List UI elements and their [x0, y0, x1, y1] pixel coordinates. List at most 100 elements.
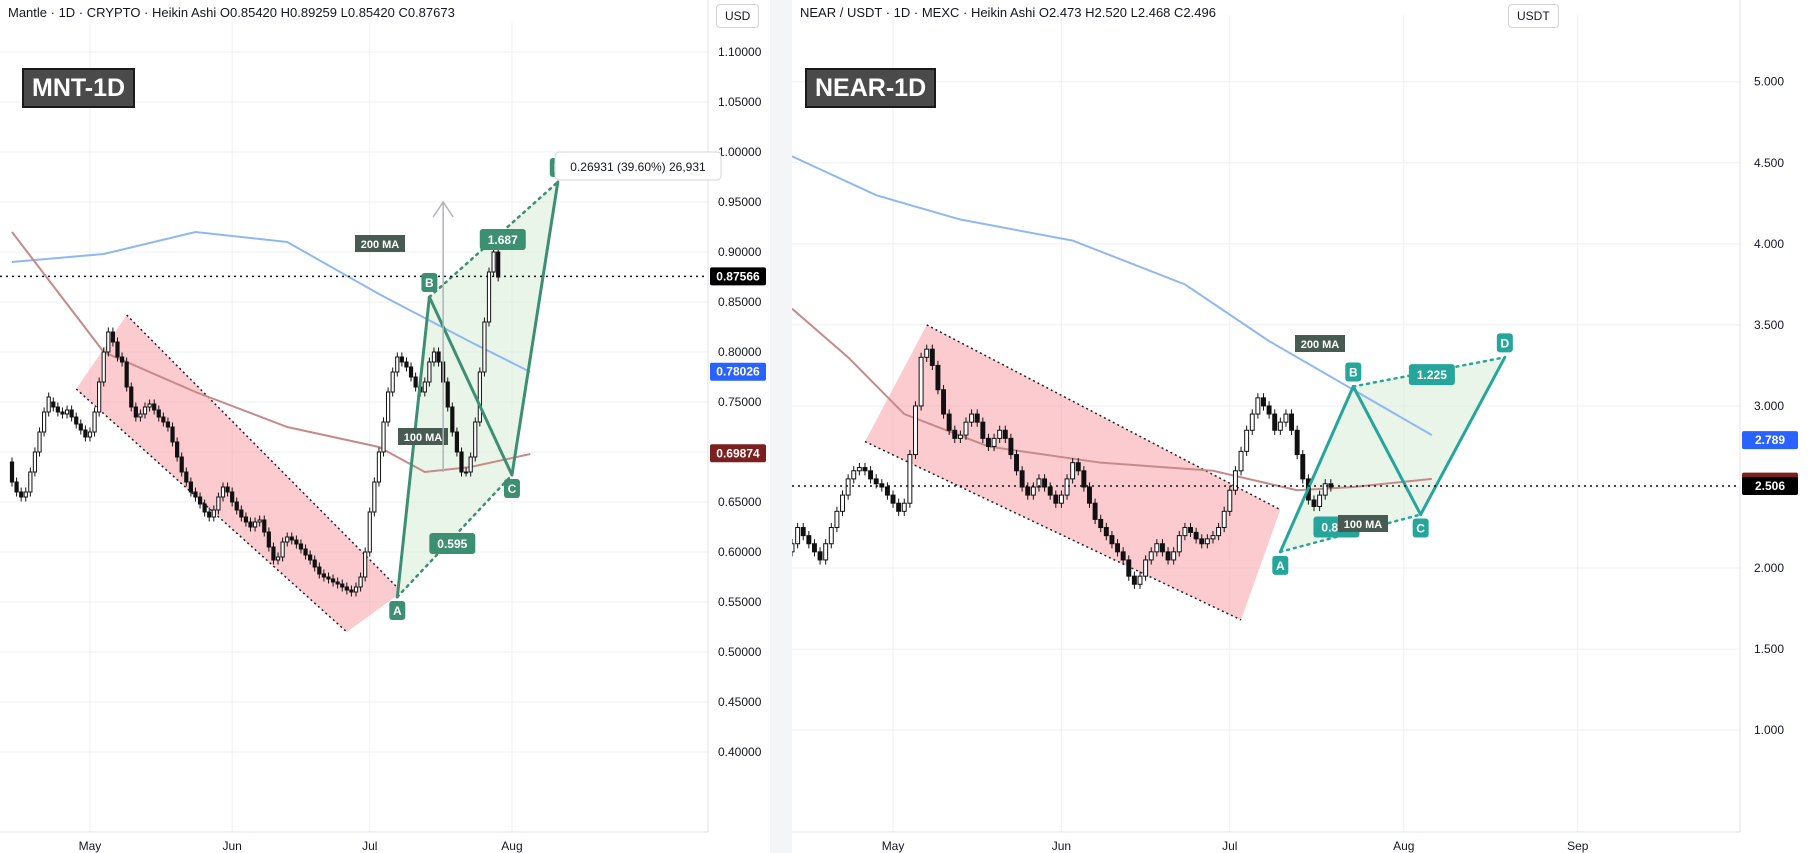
near-y-tick-label: 3.500	[1754, 318, 1784, 332]
near-point-label: A	[1276, 559, 1285, 573]
near-candle-body	[811, 543, 817, 553]
near-chart-panel[interactable]: 5.0004.5004.0003.5003.0002.5002.0001.500…	[792, 0, 1818, 853]
near-ma100-label-bg	[1338, 515, 1388, 532]
mnt-candle-body	[386, 391, 391, 423]
near-candle-body	[1103, 527, 1109, 537]
mnt-leg-ab	[395, 295, 431, 599]
near-y-tick-label: 4.000	[1754, 237, 1784, 251]
mnt-candle-body	[55, 406, 60, 413]
mnt-chart-panel[interactable]: 1.10000 1.05000 1.00000 0.95000 0.90000 0.850…	[0, 0, 770, 853]
mnt-candle-body	[239, 509, 244, 518]
mnt-candle-body	[376, 451, 382, 483]
mnt-candle-body	[230, 491, 235, 503]
near-candle-body	[1137, 575, 1143, 585]
near-candle-body	[991, 437, 997, 447]
near-leg-ab	[1278, 384, 1355, 554]
near-y-tick-label: 2.000	[1754, 561, 1784, 575]
mnt-candle-body	[427, 361, 432, 383]
mnt-x-tick-label: Jul	[362, 839, 377, 853]
mnt-candle-body	[468, 456, 473, 473]
mnt-pattern-fill-bcd	[429, 182, 558, 475]
near-candle-body	[1210, 535, 1216, 540]
mnt-point-label: B	[425, 276, 434, 290]
near-leg-bc	[1351, 384, 1423, 517]
near-candle-body	[817, 551, 823, 561]
mnt-candle-body	[271, 546, 276, 561]
near-candle-body	[868, 470, 874, 480]
near-candle-body	[873, 478, 879, 485]
mnt-y-tick-label: 0.90000	[718, 245, 762, 259]
near-x-tick-label: Jul	[1222, 839, 1237, 853]
near-currency-button[interactable]: USDT	[1508, 4, 1559, 28]
near-chart-canvas[interactable]: 5.0004.5004.0003.5003.0002.5002.0001.500…	[792, 0, 1818, 853]
near-candle-body	[1193, 531, 1199, 540]
mnt-grid	[0, 22, 708, 832]
mnt-ratio-label: 0.595	[437, 537, 467, 551]
mnt-candle-body	[408, 366, 414, 378]
mnt-y-tick-label: 0.65000	[718, 495, 762, 509]
mnt-candle-body	[381, 421, 386, 453]
mnt-candle-body	[289, 536, 294, 541]
near-candle-body	[795, 527, 801, 545]
near-candle-body	[806, 535, 812, 545]
near-candle-body	[963, 421, 969, 436]
near-x-tick-label: May	[882, 839, 905, 853]
near-y-tick-label: 4.500	[1754, 156, 1784, 170]
mnt-ma200-label-bg	[355, 235, 405, 252]
mnt-candle-body	[78, 423, 83, 431]
near-candle-body	[856, 467, 862, 472]
near-candle-body	[1311, 499, 1317, 507]
near-candle-body	[1025, 486, 1031, 496]
mnt-ma200-label: 200 MA	[361, 239, 400, 251]
near-candle-body	[1227, 489, 1233, 512]
near-candle-body	[907, 454, 913, 504]
near-candle-body	[1238, 450, 1244, 472]
near-candle-body	[1154, 543, 1160, 553]
mnt-candle-body	[69, 409, 74, 418]
mnt-candle-body	[42, 411, 47, 433]
mnt-candle-body	[119, 356, 125, 363]
mnt-candle-body	[404, 361, 409, 368]
mnt-candle-body	[110, 331, 116, 343]
mnt-point-marker-bg	[421, 273, 438, 292]
near-candle-body	[1204, 538, 1210, 545]
mnt-candle-body	[138, 413, 143, 418]
mnt-candle-body	[92, 411, 97, 433]
mnt-candle-body	[390, 371, 395, 393]
near-candle-body	[823, 543, 829, 561]
near-point-label: B	[1349, 365, 1358, 379]
mnt-candle-body	[193, 491, 198, 498]
mnt-point-label: C	[508, 482, 517, 496]
near-candle-body	[890, 494, 896, 504]
mnt-candle-body	[142, 406, 148, 415]
near-candle-body	[1171, 551, 1177, 561]
mnt-candle-body	[303, 548, 308, 556]
mnt-candle-body	[358, 576, 363, 588]
mnt-ma100-label: 100 MA	[404, 432, 443, 444]
near-ma200-label-bg	[1295, 335, 1345, 352]
mnt-candle-body	[363, 551, 368, 578]
near-candle-body	[952, 429, 958, 439]
near-candle-body	[1255, 397, 1261, 415]
panel-divider[interactable]	[770, 0, 792, 853]
mnt-candle-body	[248, 521, 253, 528]
near-candle-body	[1244, 429, 1250, 452]
mnt-channel-lower-line	[75, 388, 348, 633]
near-candle-body	[1232, 470, 1238, 491]
near-candle-body	[1002, 429, 1008, 439]
near-candle-body	[935, 364, 941, 391]
mnt-candle-body	[147, 403, 152, 408]
mnt-candle-body	[51, 401, 56, 408]
mnt-chart-canvas[interactable]: 1.10000 1.05000 1.00000 0.95000 0.90000 0.850…	[0, 0, 770, 853]
mnt-candle-body	[101, 351, 106, 383]
near-candle-body	[1165, 551, 1171, 561]
mnt-y-tick-label: 0.95000	[718, 195, 762, 209]
near-candles	[792, 344, 1334, 589]
mnt-candle-body	[207, 511, 212, 518]
mnt-currency-button[interactable]: USD	[716, 4, 760, 28]
near-ratio-label: 1.225	[1417, 368, 1447, 382]
near-candle-body	[1081, 470, 1087, 488]
mnt-candle-body	[482, 321, 487, 373]
near-candle-body	[1075, 462, 1081, 472]
mnt-x-tick-label: Jun	[222, 839, 241, 853]
